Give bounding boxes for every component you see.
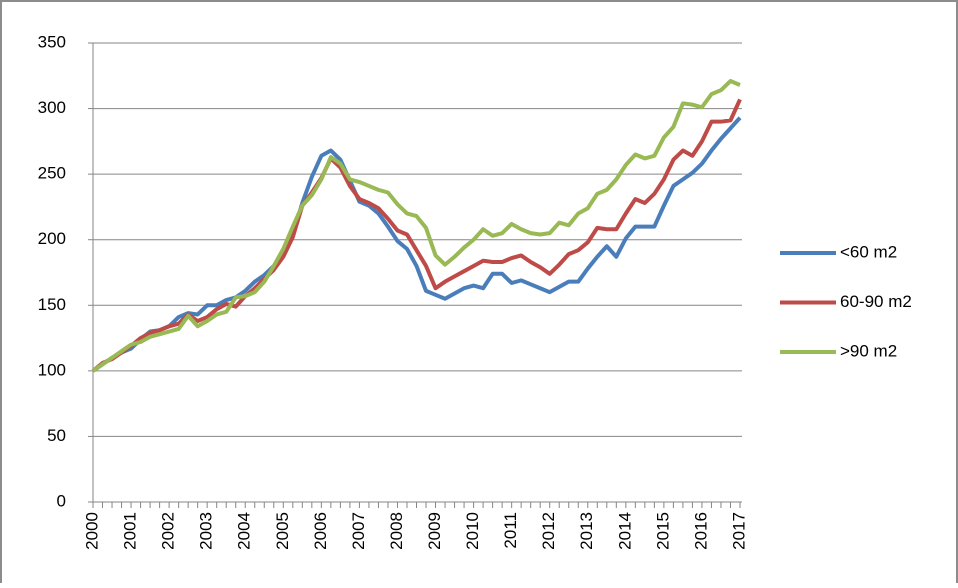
x-tick-label: 2008 [387, 512, 406, 550]
x-tick-label: 2002 [159, 512, 178, 550]
y-tick-label: 250 [38, 164, 66, 183]
x-tick-label: 2003 [197, 512, 216, 550]
x-tick-label: 2012 [539, 512, 558, 550]
y-tick-label: 0 [57, 491, 66, 510]
data-line [91, 79, 741, 373]
legend-label: >90 m2 [840, 341, 897, 360]
x-tick-label: 2009 [425, 512, 444, 550]
x-tick-label: 2015 [653, 512, 672, 550]
x-tick-label: 2017 [729, 512, 748, 550]
x-tick-label: 2007 [349, 512, 368, 550]
y-tick-label: 150 [38, 295, 66, 314]
x-tick-label: 2016 [691, 512, 710, 550]
data-line [91, 116, 742, 373]
y-tick-label: 300 [38, 98, 66, 117]
x-tick-label: 2006 [311, 512, 330, 550]
y-tick-label: 50 [47, 426, 66, 445]
legend-label: <60 m2 [840, 242, 897, 261]
y-tick-label: 350 [38, 32, 66, 51]
x-tick-label: 2005 [273, 512, 292, 550]
x-tick-label: 2000 [82, 512, 101, 550]
x-tick-label: 2013 [577, 512, 596, 550]
y-tick-label: 200 [38, 229, 66, 248]
x-tick-label: 2004 [235, 512, 254, 550]
x-tick-label: 2010 [463, 512, 482, 550]
legend-label: 60-90 m2 [840, 292, 912, 311]
x-tick-label: 2001 [121, 512, 140, 550]
x-tick-label: 2014 [615, 512, 634, 550]
y-tick-label: 100 [38, 360, 66, 379]
x-tick-label: 2011 [501, 512, 520, 549]
data-line [91, 98, 742, 373]
